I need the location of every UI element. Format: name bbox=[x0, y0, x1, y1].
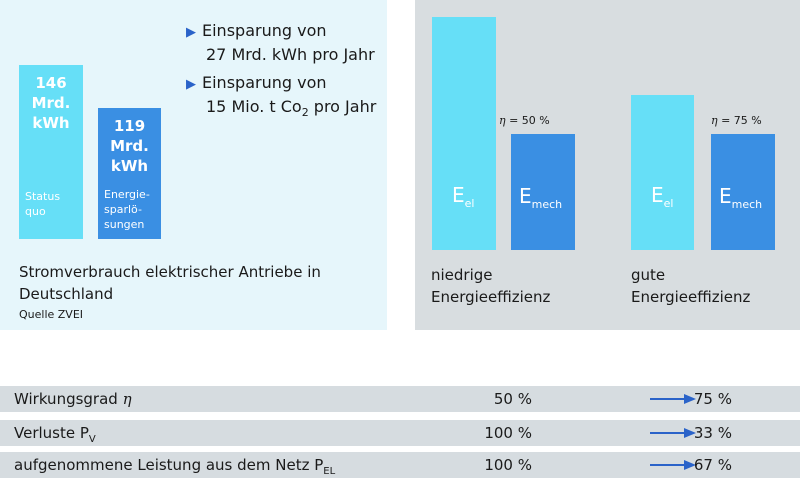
caption-line: Deutschland bbox=[19, 285, 114, 303]
subscript: 2 bbox=[301, 106, 309, 120]
caption-line: Stromverbrauch elektrischer Antriebe in bbox=[19, 263, 321, 281]
bar-unit-label: Mrd. bbox=[110, 137, 149, 155]
bar-category-label: sparlö- bbox=[104, 203, 142, 216]
row-label-text: Verluste P bbox=[14, 424, 89, 442]
arrow-right-icon bbox=[650, 428, 696, 438]
savings-bullet-co2: ▶ Einsparung von 15 Mio. t Co2 pro Jahr bbox=[186, 72, 376, 124]
e-mech-label: Emech bbox=[719, 184, 762, 211]
e-symbol: E bbox=[651, 183, 664, 207]
triangle-bullet-icon: ▶ bbox=[186, 25, 196, 40]
value-before: 100 % bbox=[484, 456, 532, 474]
bar-unit-label: Mrd. bbox=[31, 94, 71, 112]
bar-e-mech-low: Emech bbox=[511, 134, 575, 250]
bar-category-label: sungen bbox=[104, 218, 145, 231]
efficiency-panel: Eel η = 50 % Emech Eel η = 75 % Emech ni… bbox=[415, 0, 800, 330]
savings-panel: 146 Mrd. kWh Status quo 119 Mrd. kWh Ene… bbox=[0, 0, 387, 330]
group-caption-low: niedrige Energieeffizienz bbox=[431, 264, 550, 308]
bar-unit-label: kWh bbox=[110, 157, 149, 175]
bar-e-mech-good: Emech bbox=[711, 134, 775, 250]
e-symbol: E bbox=[519, 184, 532, 208]
bullet-text-part: 15 Mio. t Co bbox=[206, 97, 302, 116]
bullet-text: 15 Mio. t Co2 pro Jahr bbox=[186, 96, 376, 124]
row-label: aufgenommene Leistung aus dem Netz PEL bbox=[14, 455, 335, 481]
triangle-bullet-icon: ▶ bbox=[186, 77, 196, 92]
eta-label: η = 50 % bbox=[499, 114, 550, 127]
chart-caption: Stromverbrauch elektrischer Antriebe in … bbox=[19, 261, 321, 305]
subscript: V bbox=[88, 434, 96, 445]
e-symbol: E bbox=[719, 184, 732, 208]
bar-status-quo: 146 Mrd. kWh Status quo bbox=[19, 65, 83, 239]
bullet-text: 27 Mrd. kWh pro Jahr bbox=[206, 45, 375, 64]
caption-line: niedrige bbox=[431, 266, 493, 284]
table-row: Wirkungsgrad η 50 % 75 % bbox=[0, 386, 800, 412]
bar-value-label: 119 bbox=[113, 117, 146, 135]
bar-category-label: Energie- bbox=[104, 188, 150, 201]
bullet-text-part: pro Jahr bbox=[308, 97, 377, 116]
caption-line: gute bbox=[631, 266, 666, 284]
value-after: 67 % bbox=[693, 456, 732, 474]
row-label: Verluste PV bbox=[14, 423, 96, 450]
table-row: aufgenommene Leistung aus dem Netz PEL 1… bbox=[0, 452, 800, 478]
group-caption-good: gute Energieeffizienz bbox=[631, 264, 750, 308]
row-label-text: aufgenommene Leistung aus dem Netz P bbox=[14, 456, 324, 474]
bar-energiesparloesungen: 119 Mrd. kWh Energie- sparlö- sungen bbox=[98, 108, 161, 239]
subscript: el bbox=[663, 197, 674, 210]
e-el-label: Eel bbox=[452, 183, 474, 210]
eta-symbol: η bbox=[499, 114, 506, 127]
value-after: 75 % bbox=[693, 390, 732, 408]
bar-e-el-good: Eel bbox=[631, 95, 694, 250]
value-after: 33 % bbox=[693, 424, 732, 442]
eta-value: = 75 % bbox=[721, 114, 762, 127]
value-before: 50 % bbox=[493, 390, 532, 408]
row-label: Wirkungsgrad η bbox=[14, 389, 132, 409]
bar-unit-label: kWh bbox=[32, 114, 70, 132]
bullet-text: Einsparung von bbox=[202, 73, 327, 92]
eta-symbol: η bbox=[711, 114, 718, 127]
caption-line: Energieeffizienz bbox=[631, 288, 751, 306]
subscript: el bbox=[464, 197, 475, 210]
subscript: mech bbox=[731, 198, 763, 211]
e-symbol: E bbox=[452, 183, 465, 207]
arrow-right-icon bbox=[650, 460, 696, 470]
subscript: EL bbox=[323, 466, 336, 477]
arrow-right-icon bbox=[650, 394, 696, 404]
bar-value-label: 146 bbox=[35, 74, 67, 92]
eta-value: = 50 % bbox=[509, 114, 550, 127]
bullet-text: Einsparung von bbox=[202, 21, 327, 40]
caption-line: Energieeffizienz bbox=[431, 288, 551, 306]
bar-e-el-low: Eel bbox=[432, 17, 496, 250]
row-label-text: Wirkungsgrad bbox=[14, 390, 123, 408]
subscript: mech bbox=[531, 198, 563, 211]
e-mech-label: Emech bbox=[519, 184, 562, 211]
bar-category-label: Status bbox=[25, 190, 61, 203]
table-row: Verluste PV 100 % 33 % bbox=[0, 420, 800, 446]
source-note: Quelle ZVEI bbox=[19, 308, 84, 321]
eta-symbol: η bbox=[122, 390, 132, 408]
bar-category-label: quo bbox=[25, 205, 46, 218]
eta-label: η = 75 % bbox=[711, 114, 762, 127]
e-el-label: Eel bbox=[651, 183, 673, 210]
savings-bullet-kwh: ▶ Einsparung von 27 Mrd. kWh pro Jahr bbox=[186, 20, 375, 66]
value-before: 100 % bbox=[484, 424, 532, 442]
